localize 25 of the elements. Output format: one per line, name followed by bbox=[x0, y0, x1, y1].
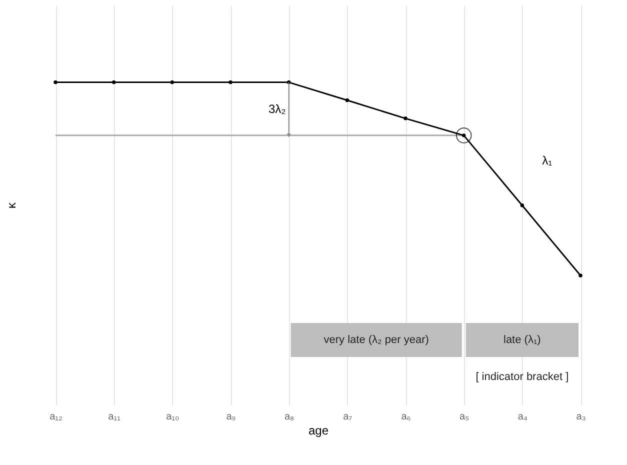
point bbox=[404, 116, 408, 120]
x-tick-label: a₈ bbox=[284, 412, 294, 422]
point bbox=[228, 80, 232, 84]
point bbox=[170, 80, 174, 84]
point bbox=[578, 274, 582, 278]
point bbox=[54, 80, 58, 84]
y-axis-title: κ bbox=[4, 202, 18, 208]
x-tick-label: a₅ bbox=[460, 412, 470, 422]
x-tick-label: a₃ bbox=[576, 412, 586, 422]
annotation: λ₁ bbox=[542, 154, 552, 168]
text: [ indicator bracket ] bbox=[476, 371, 569, 383]
text: late (λ₁) bbox=[503, 334, 541, 346]
x-tick-label: a₁₁ bbox=[108, 412, 122, 422]
point bbox=[112, 80, 116, 84]
x-tick-label: a₉ bbox=[226, 412, 236, 422]
annotation: 3λ₂ bbox=[268, 102, 286, 116]
x-tick-label: a₁₀ bbox=[166, 412, 180, 422]
x-tick-label: a₇ bbox=[343, 412, 353, 422]
x-axis-title: age bbox=[308, 424, 329, 438]
point bbox=[345, 98, 350, 102]
x-tick-label: a₁₂ bbox=[50, 412, 63, 422]
x-tick-label: a₆ bbox=[401, 412, 411, 422]
point bbox=[520, 204, 524, 208]
x-tick-label: a₄ bbox=[518, 412, 528, 422]
text: very late (λ₂ per year) bbox=[324, 334, 429, 346]
